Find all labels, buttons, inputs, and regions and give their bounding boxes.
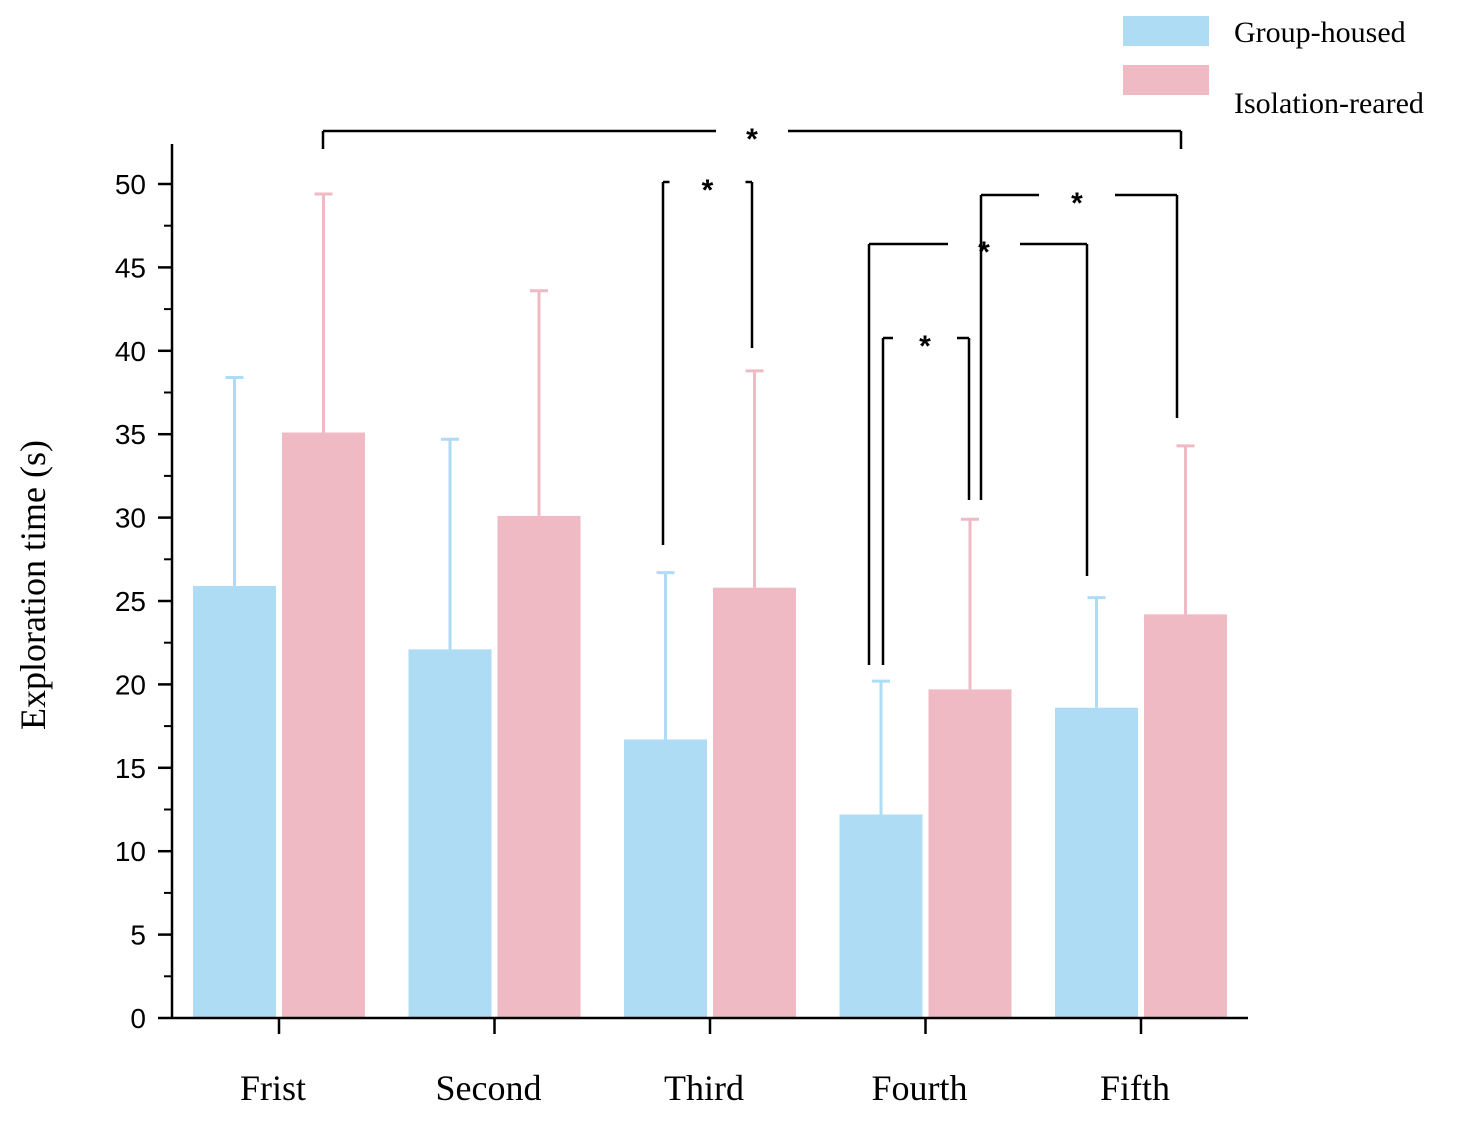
error-bars-layer <box>225 192 1195 815</box>
y-tick-label: 10 <box>115 836 146 867</box>
y-tick-label: 50 <box>115 169 146 200</box>
significance-layer: * * * * * <box>321 123 1183 665</box>
bar <box>193 585 276 1018</box>
significance-bracket: * <box>321 123 1183 156</box>
bar <box>497 515 581 1018</box>
y-tick-label: 0 <box>130 1003 146 1034</box>
x-tick-label: Fifth <box>1100 1068 1170 1108</box>
significance-bracket: * <box>979 187 1179 500</box>
x-tick-label: Second <box>436 1068 542 1108</box>
bar <box>282 432 365 1019</box>
significance-star: * <box>919 330 931 363</box>
y-tick-label: 20 <box>115 669 146 700</box>
bar <box>928 689 1012 1018</box>
legend-swatch <box>1123 65 1209 95</box>
significance-star: * <box>746 123 758 156</box>
x-tick-label: Frist <box>240 1068 306 1108</box>
significance-bracket: * <box>661 174 754 545</box>
y-tick-label: 15 <box>115 753 146 784</box>
y-tick-label: 30 <box>115 503 146 534</box>
bar <box>1144 614 1227 1018</box>
bar <box>624 739 707 1018</box>
x-tick-label: Third <box>664 1068 744 1108</box>
x-tick-label: Fourth <box>871 1068 967 1108</box>
y-tick-label: 40 <box>115 336 146 367</box>
significance-bracket: * <box>867 236 1089 665</box>
bars-layer <box>193 432 1227 1019</box>
significance-bracket: * <box>881 330 971 665</box>
significance-star: * <box>978 236 990 269</box>
y-tick-label: 35 <box>115 419 146 450</box>
legend: Group-housed Isolation-reared <box>1123 16 1424 120</box>
y-tick-label: 5 <box>130 920 146 951</box>
legend-label: Isolation-reared <box>1234 87 1424 120</box>
y-axis-title: Exploration time (s) <box>13 440 53 730</box>
bar <box>408 649 492 1018</box>
bar <box>1055 707 1138 1018</box>
y-tick-label: 45 <box>115 252 146 283</box>
legend-swatch <box>1123 16 1209 46</box>
significance-star: * <box>702 174 714 207</box>
legend-label: Group-housed <box>1234 16 1406 49</box>
y-tick-label: 25 <box>115 586 146 617</box>
bar <box>713 587 796 1018</box>
bar <box>839 814 923 1018</box>
significance-star: * <box>1071 187 1083 220</box>
axes-layer: 0 5 10 15 20 25 30 35 40 45 50 Frist Second Third Four… <box>115 144 1248 1108</box>
